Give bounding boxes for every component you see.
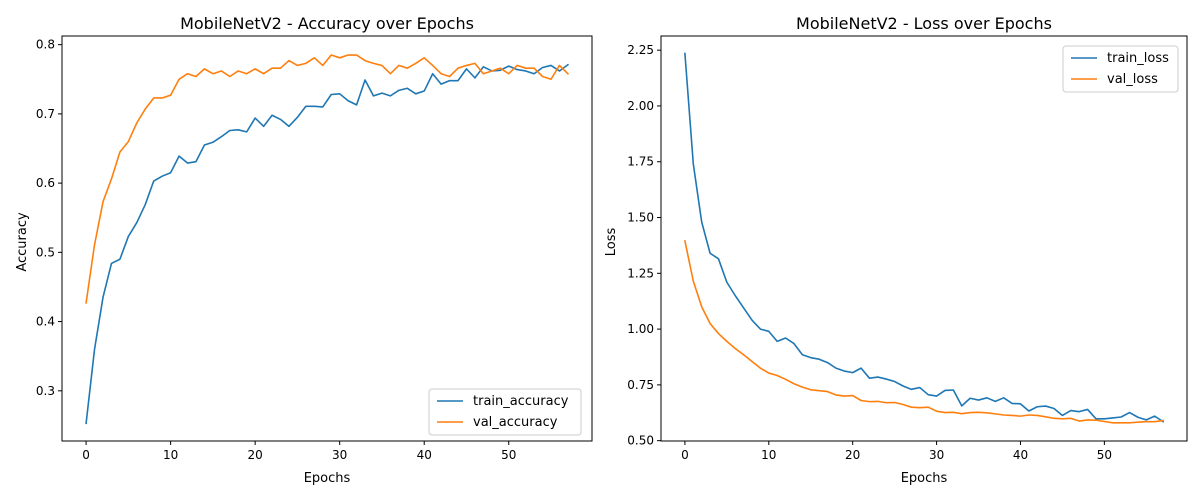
loss-chart-lines [683,52,1165,424]
loss-x-tick-label: 10 [761,448,776,462]
loss-x-axis-label: Epochs [901,471,948,486]
series-line-train-accuracy [85,63,570,425]
accuracy-y-tick-label: 0.7 [36,107,55,121]
accuracy-y-tick-label: 0.3 [36,384,55,398]
accuracy-y-tick-label: 0.6 [36,176,55,190]
series-line-val-accuracy [85,54,570,304]
loss-x-tick-label: 0 [681,448,689,462]
loss-y-axis-label: Loss [604,228,619,257]
accuracy-x-tick-label: 30 [332,448,347,462]
loss-y-tick-label: 0.75 [627,378,654,392]
loss-y-tick-label: 1.00 [627,322,654,336]
accuracy-y-tick-label: 0.4 [36,315,55,329]
accuracy-y-axis-label: Accuracy [15,212,30,272]
accuracy-x-tick-label: 50 [501,448,516,462]
loss-x-tick-label: 50 [1097,448,1112,462]
accuracy-x-ticks: 0 10 20 30 40 50 [82,441,516,462]
loss-plot-frame [660,35,1188,442]
legend-label-val-loss: val_loss [1107,72,1158,87]
accuracy-x-tick-label: 20 [248,448,263,462]
loss-x-tick-label: 20 [845,448,860,462]
legend-label-train-loss: train_loss [1107,51,1169,66]
series-line-val-loss [683,240,1164,424]
loss-legend: train_loss val_loss [1062,45,1179,93]
accuracy-x-tick-label: 10 [163,448,178,462]
loss-x-tick-label: 30 [929,448,944,462]
loss-chart-title: MobileNetV2 - Loss over Epochs [796,14,1052,33]
loss-y-tick-label: 1.25 [627,266,654,280]
accuracy-plot-frame [61,35,593,442]
series-line-train-loss [684,52,1165,423]
accuracy-chart-title: MobileNetV2 - Accuracy over Epochs [180,14,474,33]
legend-label-val-accuracy: val_accuracy [473,415,558,430]
accuracy-legend-box [428,388,582,436]
legend-label-train-accuracy: train_accuracy [473,394,569,409]
accuracy-x-tick-label: 0 [82,448,90,462]
loss-y-tick-label: 2.25 [627,43,654,57]
accuracy-chart-lines [85,54,570,425]
accuracy-x-tick-label: 40 [417,448,432,462]
accuracy-y-ticks: 0.3 0.4 0.5 0.6 0.7 0.8 [36,38,62,398]
accuracy-y-tick-label: 0.8 [36,38,55,52]
accuracy-y-tick-label: 0.5 [36,245,55,259]
accuracy-legend: train_accuracy val_accuracy [428,388,582,436]
loss-y-tick-label: 1.75 [627,155,654,169]
loss-chart-panel: MobileNetV2 - Loss over Epochs 0 10 20 30 40… [604,14,1188,486]
loss-y-ticks: 0.50 0.75 1.00 1.25 1.50 1.75 2.00 2.25 [627,43,661,448]
loss-y-tick-label: 2.00 [627,99,654,113]
loss-y-tick-label: 1.50 [627,211,654,225]
loss-y-tick-label: 0.50 [627,434,654,448]
loss-x-tick-label: 40 [1013,448,1028,462]
accuracy-chart-panel: MobileNetV2 - Accuracy over Epochs 0 10 20… [15,14,593,486]
loss-x-ticks: 0 10 20 30 40 50 [681,441,1112,462]
accuracy-x-axis-label: Epochs [304,471,351,486]
